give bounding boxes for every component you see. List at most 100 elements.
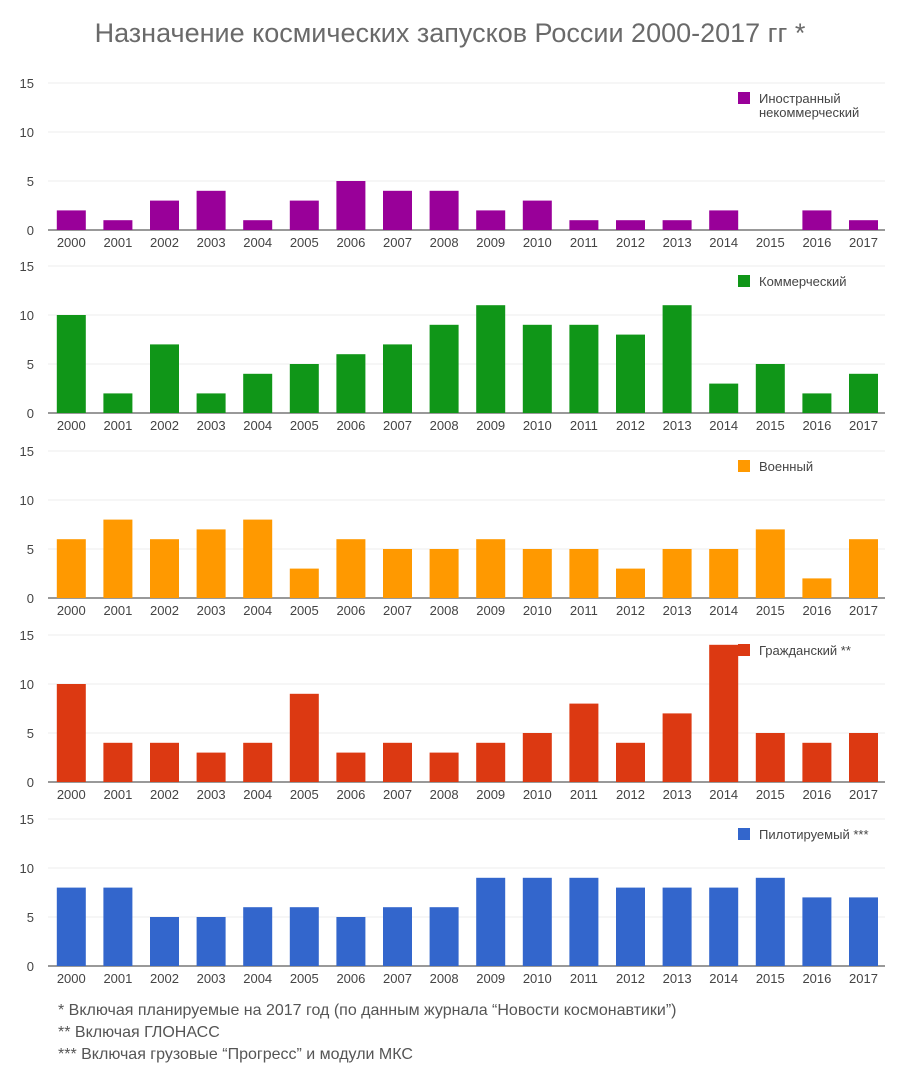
x-tick-label: 2008 xyxy=(430,971,459,986)
x-tick-label: 2002 xyxy=(150,787,179,802)
x-tick-label: 2006 xyxy=(336,418,365,433)
x-tick-label: 2014 xyxy=(709,418,738,433)
bar-2005 xyxy=(289,693,319,782)
x-tick-label: 2005 xyxy=(290,787,319,802)
bar-2006 xyxy=(336,752,366,782)
x-tick-label: 2011 xyxy=(570,418,598,433)
x-tick-label: 2001 xyxy=(103,787,132,802)
y-tick-label: 5 xyxy=(27,910,34,925)
bar-2001 xyxy=(103,742,133,782)
bar-2010 xyxy=(522,200,552,230)
x-tick-label: 2014 xyxy=(709,603,738,618)
x-tick-label: 2006 xyxy=(336,603,365,618)
x-tick-label: 2010 xyxy=(523,603,552,618)
footnotes: * Включая планируемые на 2017 год (по да… xyxy=(58,1000,676,1066)
bar-2017 xyxy=(849,220,878,230)
y-tick-label: 10 xyxy=(20,125,34,140)
bar-2014 xyxy=(709,383,739,413)
bar-2014 xyxy=(709,887,739,966)
legend-swatch xyxy=(738,828,750,840)
bar-2000 xyxy=(56,887,86,966)
x-tick-label: 2012 xyxy=(616,787,645,802)
legend-swatch xyxy=(738,644,750,656)
bar-2005 xyxy=(289,568,319,598)
bar-2004 xyxy=(243,373,273,413)
x-tick-label: 2005 xyxy=(290,235,319,250)
x-tick-label: 2004 xyxy=(243,418,272,433)
x-tick-label: 2005 xyxy=(290,418,319,433)
x-tick-label: 2010 xyxy=(523,787,552,802)
bar-2002 xyxy=(150,742,179,782)
bar-2010 xyxy=(522,877,552,966)
legend-label: некоммерческий xyxy=(759,105,859,120)
bar-2015 xyxy=(755,364,785,413)
legend-swatch xyxy=(738,92,750,104)
bar-2004 xyxy=(243,742,273,782)
y-tick-label: 0 xyxy=(27,959,34,974)
x-tick-label: 2004 xyxy=(243,235,272,250)
bar-2017 xyxy=(849,373,878,413)
bar-2003 xyxy=(196,529,226,598)
x-tick-label: 2015 xyxy=(756,235,785,250)
y-tick-label: 10 xyxy=(20,493,34,508)
x-tick-label: 2011 xyxy=(570,603,598,618)
bar-2007 xyxy=(383,190,412,230)
bar-2011 xyxy=(569,324,599,413)
y-tick-label: 0 xyxy=(27,591,34,606)
y-tick-label: 15 xyxy=(20,628,34,643)
x-tick-label: 2003 xyxy=(197,418,226,433)
x-tick-label: 2001 xyxy=(103,235,132,250)
x-tick-label: 2007 xyxy=(383,235,412,250)
y-tick-label: 5 xyxy=(27,174,34,189)
x-tick-label: 2013 xyxy=(663,787,692,802)
bar-2013 xyxy=(662,305,692,413)
x-tick-label: 2017 xyxy=(849,603,878,618)
x-tick-label: 2003 xyxy=(197,971,226,986)
bar-2013 xyxy=(662,220,692,230)
x-tick-label: 2013 xyxy=(663,235,692,250)
chart-panel-4: 0 5 10 15 2000 2001 2002 2003 2004 2005 2006 2007 20… xyxy=(20,628,885,802)
chart-panel-5: 0 5 10 15 2000 2001 2002 2003 2004 2005 2006 2007 20… xyxy=(20,812,885,986)
x-tick-label: 2010 xyxy=(523,418,552,433)
y-tick-label: 15 xyxy=(20,812,34,827)
x-tick-label: 2001 xyxy=(103,603,132,618)
bar-2006 xyxy=(336,539,366,598)
x-tick-label: 2002 xyxy=(150,235,179,250)
y-tick-label: 15 xyxy=(20,444,34,459)
bar-2009 xyxy=(476,877,506,966)
bar-2017 xyxy=(849,539,878,598)
bar-2013 xyxy=(662,549,692,598)
x-tick-label: 2011 xyxy=(570,971,598,986)
bar-2000 xyxy=(56,315,86,413)
bar-2012 xyxy=(616,220,645,230)
bar-2006 xyxy=(336,181,366,230)
charts-area: 0 5 10 15 2000 2001 2002 2003 2004 2005 2006 2007 20… xyxy=(20,76,885,986)
x-tick-label: 2017 xyxy=(849,787,878,802)
bar-2016 xyxy=(802,393,832,413)
x-tick-label: 2000 xyxy=(57,603,86,618)
x-tick-label: 2009 xyxy=(476,971,505,986)
legend-label: Военный xyxy=(759,459,813,474)
bar-2009 xyxy=(476,742,506,782)
y-tick-label: 5 xyxy=(27,542,34,557)
bar-2005 xyxy=(289,200,319,230)
bar-2002 xyxy=(150,917,179,966)
legend-label: Иностранный xyxy=(759,91,841,106)
x-tick-label: 2017 xyxy=(849,971,878,986)
bar-2009 xyxy=(476,305,506,413)
bar-2005 xyxy=(289,907,319,966)
legend-swatch xyxy=(738,460,750,472)
x-tick-label: 2008 xyxy=(430,603,459,618)
bar-2008 xyxy=(429,907,459,966)
y-tick-label: 0 xyxy=(27,775,34,790)
bar-2004 xyxy=(243,220,273,230)
bar-2003 xyxy=(196,190,226,230)
y-tick-label: 10 xyxy=(20,861,34,876)
legend-label: Коммерческий xyxy=(759,274,847,289)
x-tick-label: 2005 xyxy=(290,971,319,986)
x-tick-label: 2016 xyxy=(802,235,831,250)
bar-2007 xyxy=(383,344,412,413)
bar-2002 xyxy=(150,200,179,230)
chart-panel-1: 0 5 10 15 2000 2001 2002 2003 2004 2005 2006 2007 20… xyxy=(20,76,885,250)
bar-2014 xyxy=(709,644,739,782)
